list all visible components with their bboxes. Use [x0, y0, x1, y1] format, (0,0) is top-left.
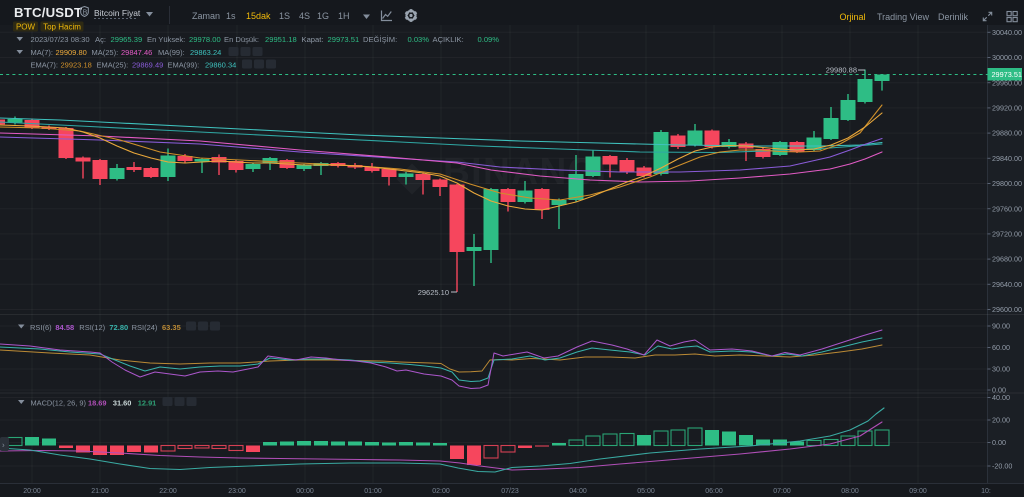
svg-text:29640.00: 29640.00 — [992, 280, 1022, 289]
svg-text:29978.00: 29978.00 — [189, 35, 221, 44]
svg-text:22:00: 22:00 — [159, 488, 177, 495]
svg-text:05:00: 05:00 — [637, 488, 655, 495]
svg-text:10:: 10: — [981, 488, 991, 495]
svg-text:29923.18: 29923.18 — [61, 61, 92, 70]
svg-text:RSI(6): RSI(6) — [30, 323, 52, 332]
svg-text:29909.80: 29909.80 — [56, 48, 87, 57]
svg-text:30.00: 30.00 — [992, 365, 1010, 374]
svg-text:72.80: 72.80 — [109, 323, 128, 332]
svg-text:40.00: 40.00 — [992, 393, 1010, 402]
svg-text:Bitcoin Fiyat: Bitcoin Fiyat — [94, 8, 141, 18]
svg-text:1G: 1G — [317, 11, 329, 21]
svg-text:-20.00: -20.00 — [992, 462, 1012, 471]
svg-text:60.00: 60.00 — [992, 343, 1010, 352]
svg-text:POW: POW — [16, 23, 36, 32]
svg-text:Kapat:: Kapat: — [302, 35, 324, 44]
svg-text:30000.00: 30000.00 — [992, 53, 1022, 62]
svg-text:MA(25):: MA(25): — [92, 48, 119, 57]
svg-text:Zaman: Zaman — [192, 11, 220, 21]
svg-text:RSI(12): RSI(12) — [79, 323, 105, 332]
svg-text:2023/07/23 08:30: 2023/07/23 08:30 — [31, 35, 90, 44]
svg-text:Orjinal: Orjinal — [840, 12, 866, 22]
svg-text:29680.00: 29680.00 — [992, 255, 1022, 264]
svg-text:20.00: 20.00 — [992, 416, 1010, 425]
svg-text:29847.46: 29847.46 — [121, 48, 152, 57]
svg-text:15dak: 15dak — [246, 11, 271, 21]
svg-text:12.91: 12.91 — [138, 399, 157, 408]
svg-text:0.03%: 0.03% — [408, 35, 430, 44]
svg-text:29600.00: 29600.00 — [992, 305, 1022, 314]
svg-text:29973.51: 29973.51 — [992, 70, 1022, 79]
svg-text:18.69: 18.69 — [88, 399, 107, 408]
svg-text:29840.00: 29840.00 — [992, 154, 1022, 163]
svg-text:07/23: 07/23 — [501, 488, 519, 495]
svg-text:29920.00: 29920.00 — [992, 104, 1022, 113]
svg-text:31.60: 31.60 — [113, 399, 131, 408]
svg-text:29625.10: 29625.10 — [418, 288, 449, 297]
svg-text:02:00: 02:00 — [432, 488, 450, 495]
svg-text:04:00: 04:00 — [569, 488, 587, 495]
svg-text:63.35: 63.35 — [162, 323, 181, 332]
svg-text:29951.18: 29951.18 — [265, 35, 297, 44]
svg-text:En Yüksek:: En Yüksek: — [147, 35, 185, 44]
svg-text:MA(7):: MA(7): — [31, 48, 54, 57]
svg-text:21:00: 21:00 — [91, 488, 109, 495]
svg-text:0.00: 0.00 — [992, 386, 1006, 395]
svg-text:MA(99):: MA(99): — [158, 48, 185, 57]
svg-text:29760.00: 29760.00 — [992, 204, 1022, 213]
svg-text:Trading View: Trading View — [877, 12, 930, 22]
svg-text:MACD(12, 26, 9): MACD(12, 26, 9) — [31, 399, 86, 408]
svg-text:84.58: 84.58 — [55, 323, 74, 332]
svg-text:23:00: 23:00 — [228, 488, 246, 495]
svg-text:AÇIKLIK:: AÇIKLIK: — [433, 35, 464, 44]
svg-text:1s: 1s — [226, 11, 236, 21]
svg-text:1H: 1H — [338, 11, 350, 21]
svg-text:00:00: 00:00 — [296, 488, 314, 495]
svg-text:29973.51: 29973.51 — [328, 35, 360, 44]
svg-text:EMA(99):: EMA(99): — [168, 61, 200, 70]
svg-text:0.00: 0.00 — [992, 438, 1006, 447]
svg-text:Top Hacim: Top Hacim — [43, 23, 81, 32]
svg-text:29960.00: 29960.00 — [992, 78, 1022, 87]
svg-text:29869.49: 29869.49 — [132, 61, 163, 70]
svg-text:EMA(25):: EMA(25): — [97, 61, 129, 70]
svg-text:20:00: 20:00 — [23, 488, 41, 495]
svg-text:06:00: 06:00 — [705, 488, 723, 495]
svg-text:0.09%: 0.09% — [478, 35, 500, 44]
svg-text:RSI(24): RSI(24) — [132, 323, 158, 332]
svg-text:09:00: 09:00 — [909, 488, 927, 495]
svg-text:BTC/USDT: BTC/USDT — [14, 5, 82, 20]
svg-text:4S: 4S — [299, 11, 310, 21]
svg-text:EMA(7):: EMA(7): — [31, 61, 59, 70]
svg-text:En Düşük:: En Düşük: — [224, 35, 259, 44]
svg-text:Aç:: Aç: — [95, 35, 106, 44]
svg-text:29860.34: 29860.34 — [205, 61, 236, 70]
svg-text:90.00: 90.00 — [992, 322, 1010, 331]
svg-text:29980.88: 29980.88 — [826, 66, 857, 75]
svg-text:DEĞİŞİM:: DEĞİŞİM: — [363, 35, 397, 44]
svg-text:08:00: 08:00 — [841, 488, 859, 495]
svg-text:07:00: 07:00 — [773, 488, 791, 495]
svg-text:29720.00: 29720.00 — [992, 230, 1022, 239]
svg-text:Derinlik: Derinlik — [938, 12, 969, 22]
svg-text:29965.39: 29965.39 — [111, 35, 143, 44]
svg-text:›: › — [2, 441, 5, 450]
svg-text:29800.00: 29800.00 — [992, 179, 1022, 188]
svg-text:B: B — [83, 10, 88, 17]
svg-text:01:00: 01:00 — [364, 488, 382, 495]
svg-text:29880.00: 29880.00 — [992, 129, 1022, 138]
svg-text:30040.00: 30040.00 — [992, 28, 1022, 37]
svg-text:29863.24: 29863.24 — [190, 48, 221, 57]
svg-text:1S: 1S — [279, 11, 290, 21]
